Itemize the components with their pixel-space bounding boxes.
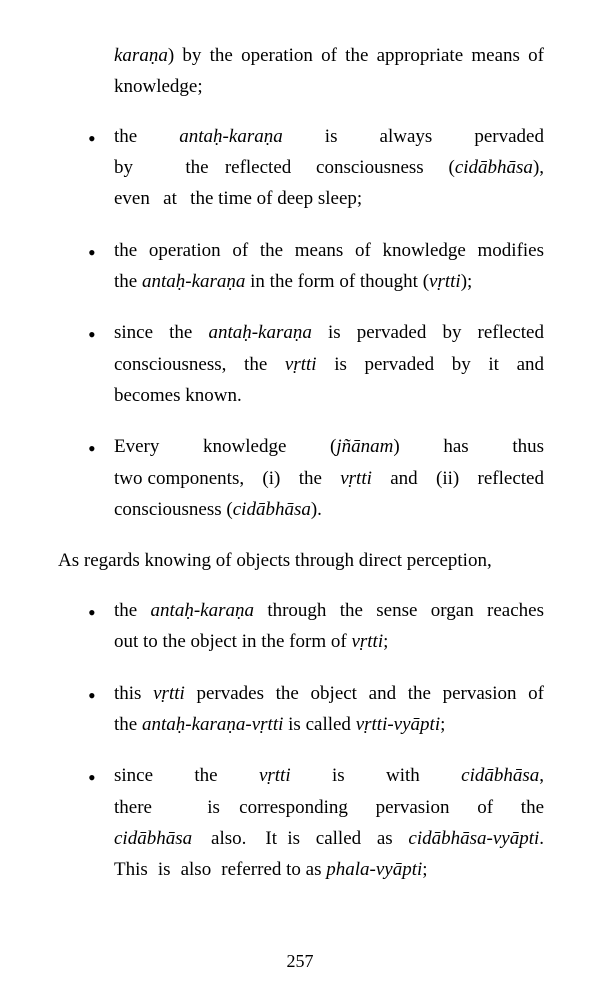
page-number: 257 — [0, 947, 600, 977]
bullet-list-1: the antaḥ-karaṇa is always pervaded by t… — [72, 121, 544, 526]
term-cidabhasa: cidābhāsa — [455, 157, 533, 178]
mid-paragraph: As regards knowing of objects through di… — [58, 545, 544, 576]
term-karana: karaṇa — [114, 45, 168, 66]
term-antahkarana: antaḥ-karaṇa — [151, 600, 254, 621]
bullet-item-4: Every knowledge (jñānam) has thus two co… — [72, 431, 544, 525]
term-antahkarana-vrtti: antaḥ-karaṇa-vṛtti — [142, 714, 283, 735]
bullet-list-2: the antaḥ-karaṇa through the sense organ… — [72, 595, 544, 886]
term-jnanam: jñānam — [336, 436, 393, 457]
term-antahkarana: antaḥ-karaṇa — [179, 126, 282, 147]
term-cidabhasa: cidābhāsa — [233, 499, 311, 520]
bullet-item-1: the antaḥ-karaṇa is always pervaded by t… — [72, 121, 544, 215]
bullet-item-2: the operation of the means of knowledge … — [72, 235, 544, 298]
term-cidabhasa: cidābhāsa — [461, 765, 539, 786]
term-phala-vyapti: phala-vyāpti — [326, 859, 422, 880]
term-vrtti: vṛtti — [285, 354, 317, 375]
term-vrtti: vṛtti — [351, 631, 383, 652]
bullet-item-5: the antaḥ-karaṇa through the sense organ… — [72, 595, 544, 658]
continuation-rest: ) by the operation of the appropriate me… — [114, 45, 544, 97]
term-cidabhasa-vyapti: cidābhāsa-vyāpti — [408, 828, 539, 849]
term-antahkarana: antaḥ-karaṇa — [142, 271, 245, 292]
bullet-item-3: since the antaḥ-karaṇa is pervaded by re… — [72, 317, 544, 411]
bullet-item-6: this vṛtti pervades the object and the p… — [72, 678, 544, 741]
term-cidabhasa: cidābhāsa — [114, 828, 192, 849]
text: the — [114, 126, 179, 147]
term-vrtti: vṛtti — [259, 765, 291, 786]
bullet-item-7: since the vṛtti is with cidābhāsa, there… — [72, 760, 544, 885]
term-vrtti: vṛtti — [340, 468, 372, 489]
continuation-text: karaṇa) by the operation of the appropri… — [114, 40, 544, 103]
term-vrtti: vṛtti — [429, 271, 461, 292]
term-antahkarana: antaḥ-karaṇa — [208, 322, 311, 343]
term-vrtti-vyapti: vṛtti-vyāpti — [356, 714, 440, 735]
term-vrtti: vṛtti — [153, 683, 185, 704]
